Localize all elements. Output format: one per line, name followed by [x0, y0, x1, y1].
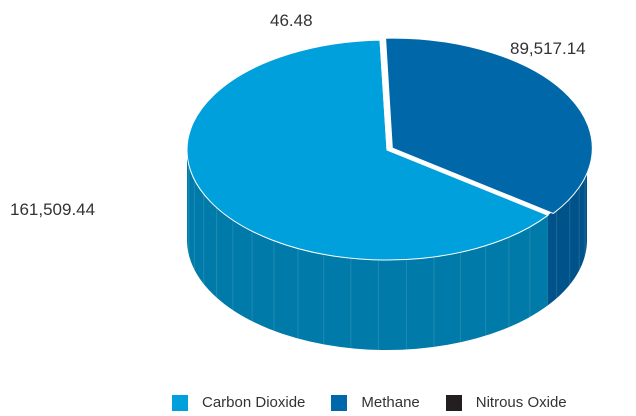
slice-carbon-dioxide[interactable]: [186, 39, 549, 261]
slice-nitrous-oxide[interactable]: [379, 39, 388, 151]
legend-item-nitrous-oxide[interactable]: Nitrous Oxide: [445, 394, 567, 411]
data-label-nitrous-oxide: 46.48: [270, 11, 313, 30]
pie-chart: 161,509.44 89,517.14 46.48: [10, 11, 593, 350]
pie-tops: [186, 37, 593, 261]
legend-label: Carbon Dioxide: [202, 394, 306, 411]
slice-side-carbon-dioxide: [187, 150, 548, 350]
legend-item-carbon-dioxide[interactable]: Carbon Dioxide: [172, 394, 305, 411]
data-labels: 161,509.44 89,517.14 46.48: [10, 11, 586, 219]
legend: Carbon Dioxide Methane Nitrous Oxide: [172, 394, 593, 411]
data-label-carbon-dioxide: 161,509.44: [10, 200, 95, 219]
legend-item-methane[interactable]: Methane: [331, 394, 420, 411]
legend-swatch: [331, 394, 348, 411]
slice-methane[interactable]: [385, 37, 593, 215]
legend-label: Methane: [361, 394, 420, 411]
legend-swatch: [445, 394, 462, 411]
legend-swatch: [172, 394, 188, 411]
data-label-methane: 89,517.14: [510, 39, 586, 58]
legend-label: Nitrous Oxide: [475, 394, 567, 411]
